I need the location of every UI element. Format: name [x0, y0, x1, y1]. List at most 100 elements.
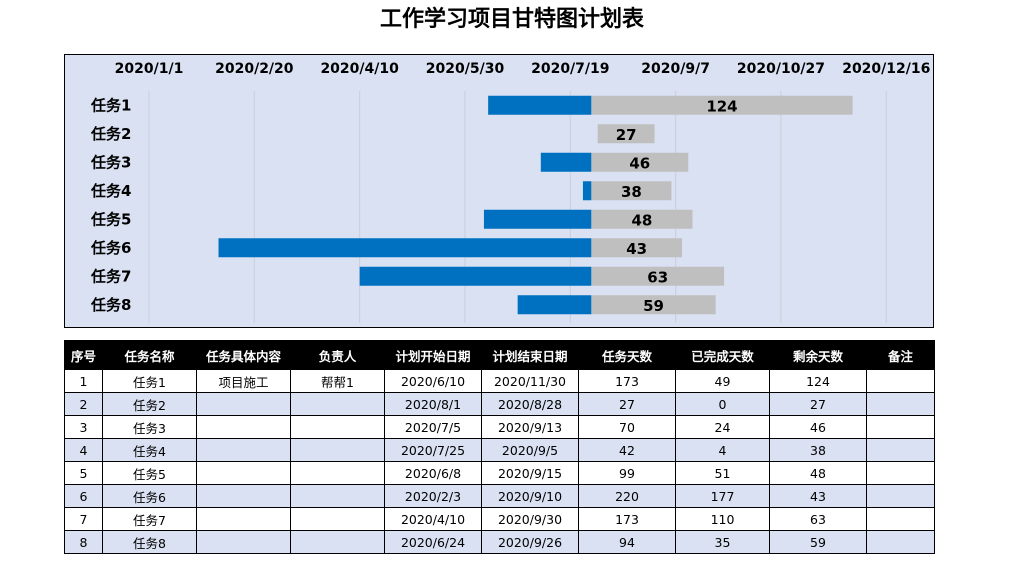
x-tick-label: 2020/2/20	[215, 61, 294, 77]
table-cell: 3	[64, 415, 103, 439]
x-tick-label: 2020/12/16	[842, 61, 930, 77]
table-cell	[196, 507, 291, 531]
table-row: 7 任务7 2020/4/10 2020/9/30 173 110 63	[64, 507, 935, 531]
table-cell: 94	[578, 530, 676, 554]
data-label: 59	[643, 297, 664, 315]
table-cell	[196, 438, 291, 462]
remaining-bar	[591, 266, 725, 286]
table-cell: 2020/8/28	[481, 392, 579, 416]
table-cell: 2020/11/30	[481, 369, 579, 393]
x-tick-label: 2020/7/19	[531, 61, 609, 77]
table-cell: 2020/9/10	[481, 484, 579, 508]
table-row: 6 任务6 2020/2/3 2020/9/10 220 177 43	[64, 484, 935, 508]
data-label: 43	[626, 240, 647, 258]
column-header: 负责人	[290, 340, 385, 370]
table-cell	[290, 507, 385, 531]
table-cell: 2020/6/8	[384, 461, 482, 485]
table-cell	[290, 484, 385, 508]
table-cell: 7	[64, 507, 103, 531]
table-cell: 4	[64, 438, 103, 462]
column-header: 任务名称	[102, 340, 197, 370]
table-cell: 2020/7/25	[384, 438, 482, 462]
x-tick-label: 2020/5/30	[426, 61, 505, 77]
table-cell: 27	[578, 392, 676, 416]
table-cell	[196, 484, 291, 508]
remaining-bar	[591, 209, 693, 229]
table-cell: 46	[769, 415, 867, 439]
column-header: 序号	[64, 340, 103, 370]
table-row: 8 任务8 2020/6/24 2020/9/26 94 35 59	[64, 530, 935, 554]
data-label: 27	[616, 126, 637, 144]
page-title: 工作学习项目甘特图计划表	[379, 7, 644, 32]
table-cell: 帮帮1	[290, 369, 385, 393]
table-cell	[290, 415, 385, 439]
data-label: 124	[706, 97, 737, 115]
table-header-row: 序号 任务名称 任务具体内容 负责人 计划开始日期 计划结束日期 任务天数 已完成天数 剩余天数…	[64, 340, 935, 370]
task-label: 任务6	[90, 239, 131, 257]
table-cell: 24	[675, 415, 770, 439]
table-cell	[196, 530, 291, 554]
column-header: 计划结束日期	[481, 340, 579, 370]
table-cell: 0	[675, 392, 770, 416]
table-cell: 1	[64, 369, 103, 393]
table-cell: 6	[64, 484, 103, 508]
task-table: 序号 任务名称 任务具体内容 负责人 计划开始日期 计划结束日期 任务天数 已完成天数 剩余天数…	[64, 340, 935, 554]
table-cell: 63	[769, 507, 867, 531]
table-cell: 2020/9/26	[481, 530, 579, 554]
task-label: 任务4	[90, 182, 131, 200]
table-cell: 220	[578, 484, 676, 508]
data-label: 46	[629, 154, 650, 172]
table-cell: 8	[64, 530, 103, 554]
table-cell: 2020/9/5	[481, 438, 579, 462]
table-cell: 99	[578, 461, 676, 485]
table-cell: 173	[578, 369, 676, 393]
completed-bar	[218, 238, 592, 258]
table-cell: 2020/2/3	[384, 484, 482, 508]
completed-bar	[359, 266, 592, 286]
task-label: 任务7	[90, 267, 131, 285]
table-cell	[290, 530, 385, 554]
x-tick-label: 2020/4/10	[320, 61, 399, 77]
table-cell: 42	[578, 438, 676, 462]
table-cell: 2020/7/5	[384, 415, 482, 439]
table-cell	[290, 438, 385, 462]
table-cell	[196, 415, 291, 439]
task-label: 任务5	[90, 210, 131, 228]
table-cell: 48	[769, 461, 867, 485]
table-cell: 任务7	[102, 507, 197, 531]
data-label: 38	[621, 183, 642, 201]
table-cell	[866, 507, 935, 531]
table-row: 3 任务3 2020/7/5 2020/9/13 70 24 46	[64, 415, 935, 439]
table-cell: 任务5	[102, 461, 197, 485]
table-cell: 2020/6/24	[384, 530, 482, 554]
table-cell: 177	[675, 484, 770, 508]
remaining-bar	[591, 238, 682, 258]
table-body: 1 任务1 项目施工 帮帮1 2020/6/10 2020/11/30 173 49 124 2 任…	[64, 369, 935, 554]
table-cell	[866, 369, 935, 393]
table-cell	[290, 392, 385, 416]
table-cell: 任务2	[102, 392, 197, 416]
task-label: 任务1	[90, 96, 131, 114]
table-cell: 59	[769, 530, 867, 554]
completed-bar	[483, 209, 592, 229]
table-cell: 70	[578, 415, 676, 439]
task-label: 任务2	[90, 125, 131, 143]
table-cell	[866, 415, 935, 439]
gantt-chart: 2020/1/1 2020/2/20 2020/4/10 2020/5/30 2020/…	[64, 54, 934, 328]
x-tick-label: 2020/10/27	[737, 61, 825, 77]
table-cell: 2020/8/1	[384, 392, 482, 416]
table-cell: 4	[675, 438, 770, 462]
table-cell: 27	[769, 392, 867, 416]
table-row: 5 任务5 2020/6/8 2020/9/15 99 51 48	[64, 461, 935, 485]
table-cell: 2020/9/30	[481, 507, 579, 531]
table-cell	[866, 530, 935, 554]
x-tick-label: 2020/1/1	[115, 61, 184, 77]
data-label: 48	[631, 211, 652, 229]
x-tick-label: 2020/9/7	[641, 61, 710, 77]
completed-bar	[517, 295, 592, 315]
table-cell	[196, 392, 291, 416]
table-cell	[866, 461, 935, 485]
table-cell: 任务8	[102, 530, 197, 554]
table-row: 1 任务1 项目施工 帮帮1 2020/6/10 2020/11/30 173 49 124	[64, 369, 935, 393]
column-header: 任务具体内容	[196, 340, 291, 370]
